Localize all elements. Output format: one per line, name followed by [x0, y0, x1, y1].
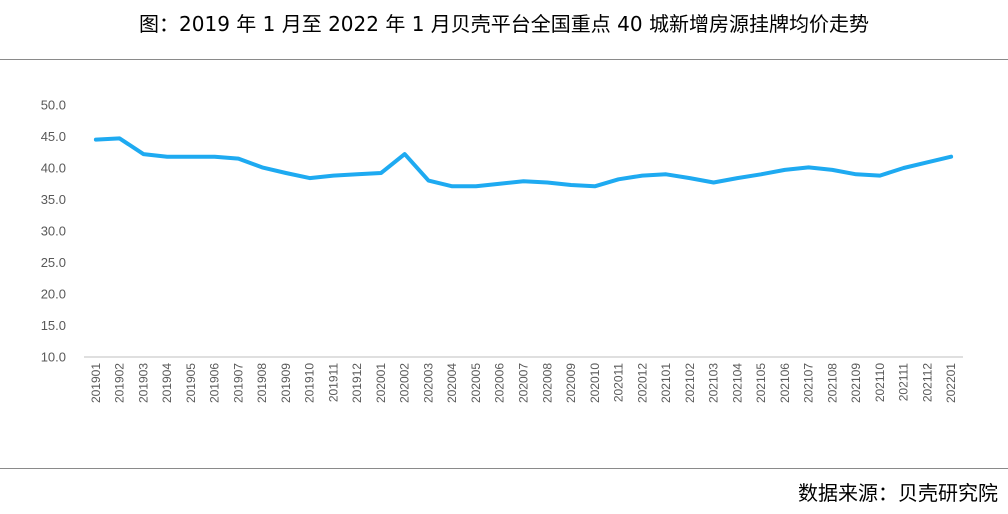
top-divider — [0, 59, 1008, 60]
x-tick-label: 201901 — [89, 363, 103, 403]
x-tick-label: 202108 — [825, 363, 839, 403]
y-tick-label: 50.0 — [41, 98, 66, 113]
x-tick-label: 202201 — [944, 363, 958, 403]
y-tick-label: 45.0 — [41, 129, 66, 144]
x-tick-label: 201903 — [136, 363, 150, 403]
chart-title: 图：2019 年 1 月至 2022 年 1 月贝壳平台全国重点 40 城新增房… — [139, 12, 869, 36]
x-tick-label: 202011 — [612, 363, 626, 402]
y-tick-label: 35.0 — [41, 192, 66, 207]
x-tick-label: 202110 — [873, 363, 887, 402]
y-tick-label: 10.0 — [41, 350, 66, 365]
x-tick-label: 201908 — [255, 363, 269, 403]
x-tick-label: 202002 — [398, 363, 412, 403]
x-tick-label: 201910 — [303, 363, 317, 403]
x-tick-label: 201902 — [113, 363, 127, 403]
x-tick-label: 202008 — [540, 363, 554, 403]
x-tick-label: 202012 — [635, 363, 649, 403]
y-tick-label: 40.0 — [41, 161, 66, 176]
x-tick-label: 201904 — [160, 363, 174, 403]
x-tick-label: 202101 — [659, 363, 673, 403]
x-tick-label: 202007 — [517, 363, 531, 403]
data-source: 数据来源：贝壳研究院 — [798, 481, 998, 505]
x-tick-label: 202111 — [897, 363, 911, 402]
x-tick-label: 202104 — [730, 363, 744, 403]
x-tick-label: 202006 — [493, 363, 507, 403]
x-axis-ticks: 201901 201902 201903 201904 201905 201906 2019… — [89, 363, 958, 403]
x-tick-label: 201905 — [184, 363, 198, 403]
bottom-divider — [0, 468, 1008, 469]
x-tick-label: 202009 — [564, 363, 578, 403]
x-tick-label: 202005 — [469, 363, 483, 403]
x-tick-label: 202010 — [588, 363, 602, 403]
y-tick-label: 30.0 — [41, 224, 66, 239]
x-tick-label: 202004 — [445, 363, 459, 403]
x-tick-label: 202107 — [802, 363, 816, 403]
x-tick-label: 201906 — [208, 363, 222, 403]
x-tick-label: 201912 — [350, 363, 364, 403]
x-tick-label: 202102 — [683, 363, 697, 403]
x-tick-label: 201911 — [326, 363, 340, 402]
y-tick-label: 15.0 — [41, 318, 66, 333]
x-tick-label: 201909 — [279, 363, 293, 403]
x-tick-label: 201907 — [231, 363, 245, 403]
y-tick-label: 25.0 — [41, 255, 66, 270]
x-tick-label: 202003 — [421, 363, 435, 403]
series-line — [93, 136, 954, 189]
x-tick-label: 202001 — [374, 363, 388, 403]
line-chart: 10.0 15.0 20.0 25.0 30.0 35.0 40.0 45.0 50.0 201… — [41, 98, 963, 403]
x-tick-label: 202109 — [849, 363, 863, 403]
y-axis-ticks: 10.0 15.0 20.0 25.0 30.0 35.0 40.0 45.0 50.0 — [41, 98, 66, 365]
x-tick-label: 202105 — [754, 363, 768, 403]
x-tick-label: 202103 — [707, 363, 721, 403]
x-tick-label: 202106 — [778, 363, 792, 403]
x-tick-label: 202112 — [920, 363, 934, 402]
y-tick-label: 20.0 — [41, 287, 66, 302]
